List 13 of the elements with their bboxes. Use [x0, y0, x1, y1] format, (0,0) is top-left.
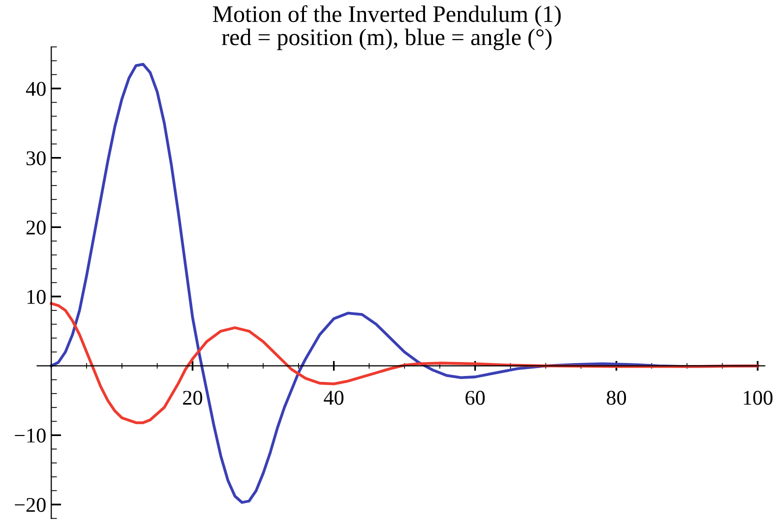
x-tick-label: 60 [466, 390, 485, 405]
y-tick-label: 30 [26, 151, 46, 166]
chart-title: Motion of the Inverted Pendulum (1) [212, 5, 561, 27]
x-tick-label: 20 [183, 390, 202, 405]
y-tick-label: 10 [27, 290, 46, 304]
y-tick-label: 40 [26, 82, 46, 96]
x-tick-label: 100 [744, 390, 772, 405]
x-tick-label: 80 [606, 390, 626, 405]
y-tick-label: −10 [14, 428, 46, 443]
y-tick-label: 20 [26, 220, 46, 235]
y-tick-label: −20 [14, 498, 46, 512]
x-tick-label: 40 [324, 390, 344, 405]
chart-subtitle: red = position (m), blue = angle (°) [222, 28, 552, 50]
